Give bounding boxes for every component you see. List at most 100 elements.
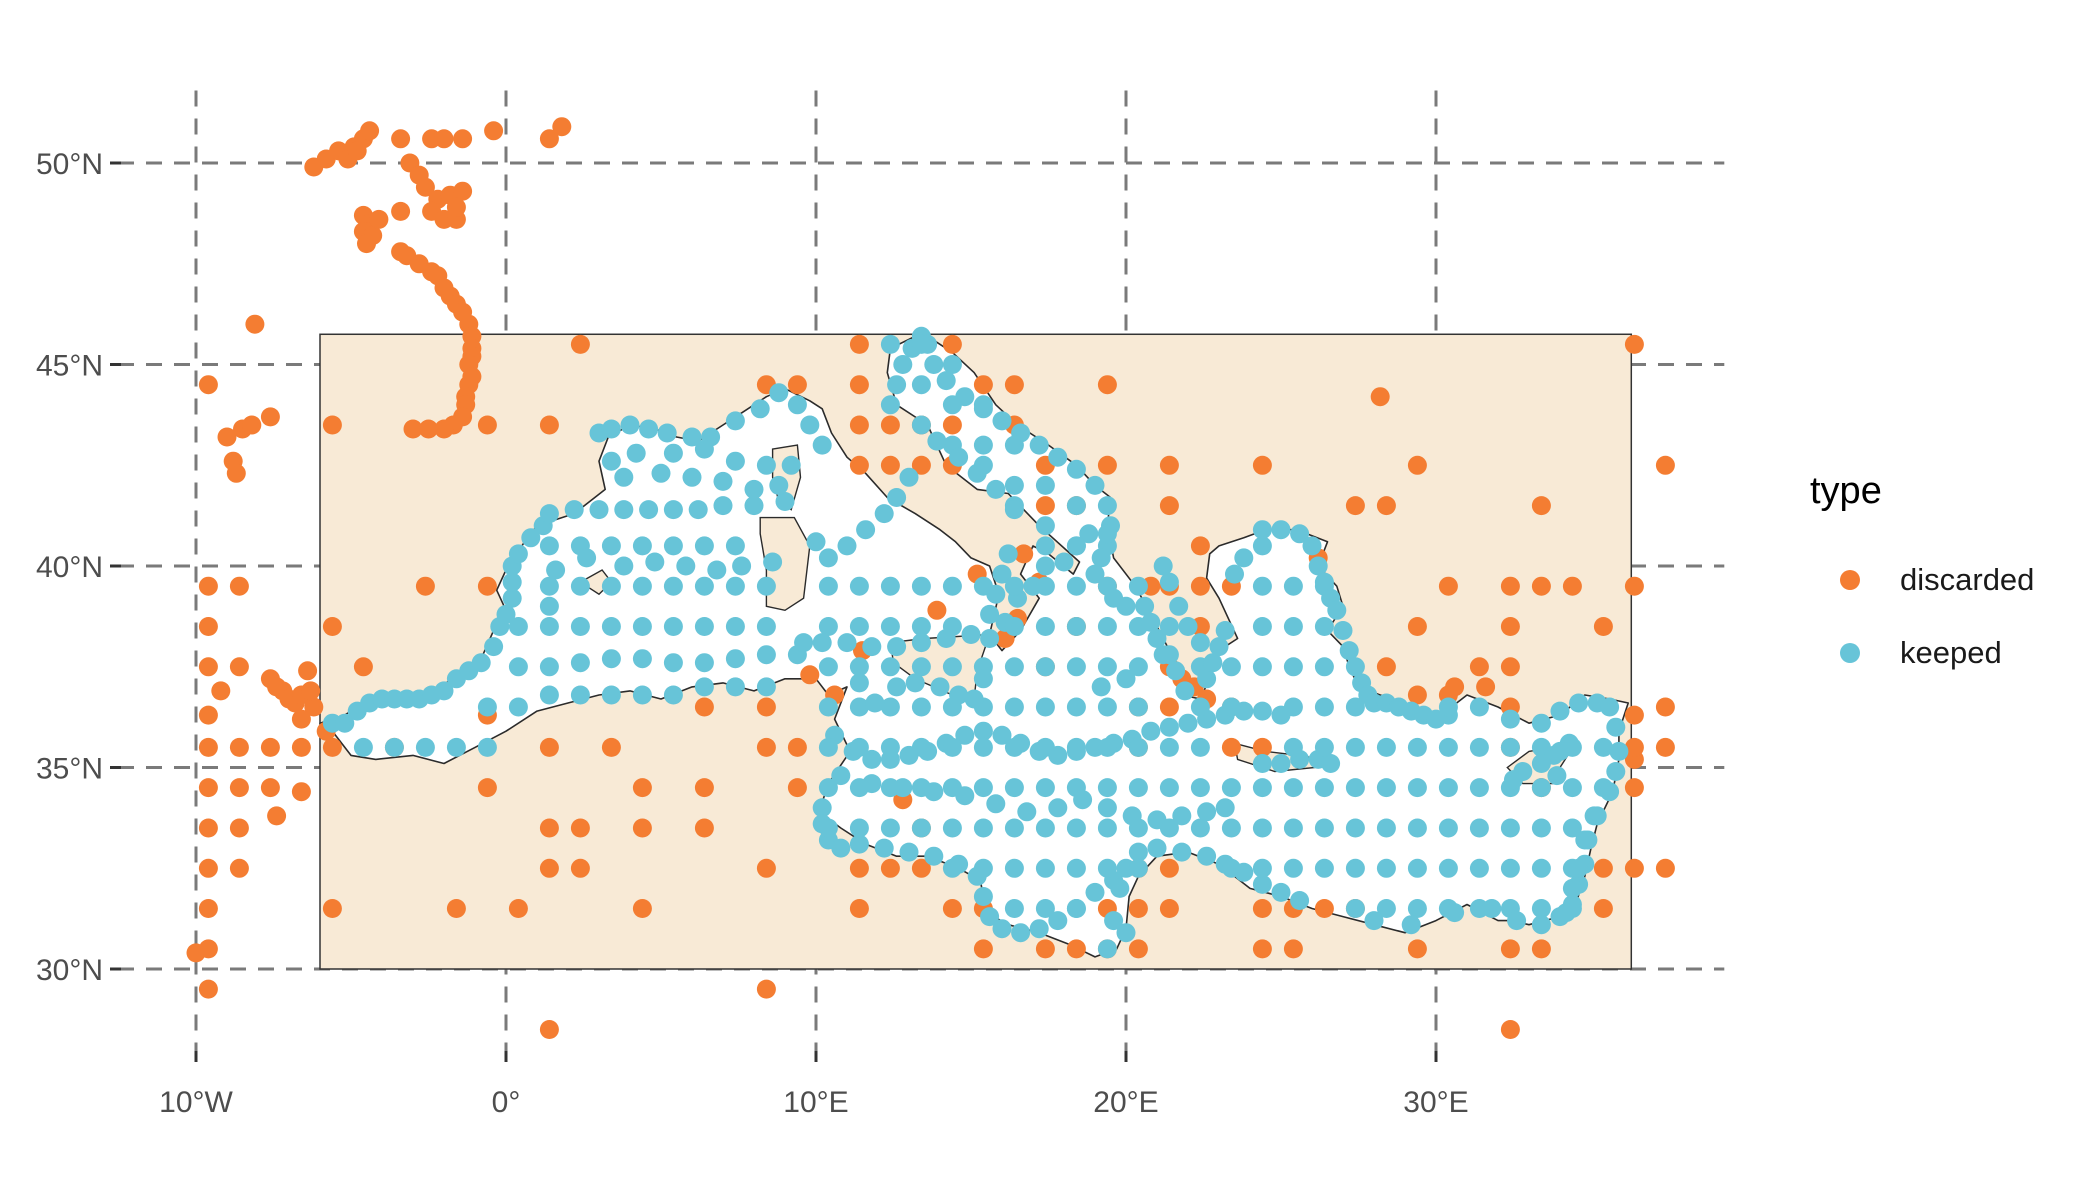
keeped-point [800,416,819,435]
keeped-point [999,544,1018,563]
discarded-point [1656,859,1675,878]
keeped-point [1439,859,1458,878]
keeped-point [1067,819,1086,838]
discarded-point [850,859,869,878]
keeped-point [1315,657,1334,676]
keeped-point [540,577,559,596]
keeped-point [1175,681,1194,700]
keeped-point [1578,831,1597,850]
discarded-point [230,859,249,878]
x-tick-label: 20°E [1093,1086,1158,1119]
keeped-point [881,395,900,414]
discarded-point [1098,375,1117,394]
discarded-point [199,778,218,797]
keeped-point [1036,899,1055,918]
keeped-point [831,766,850,785]
keeped-point [1160,738,1179,757]
keeped-point [927,432,946,451]
keeped-point [986,480,1005,499]
keeped-point [602,649,621,668]
keeped-point [807,532,826,551]
keeped-point [1166,661,1185,680]
discarded-point [211,681,230,700]
discarded-point [357,234,376,253]
discarded-point [1253,899,1272,918]
keeped-point [1191,698,1210,717]
discarded-point [974,375,993,394]
keeped-point [1253,577,1272,596]
keeped-point [1172,843,1191,862]
keeped-point [1172,806,1191,825]
keeped-point [763,553,782,572]
keeped-point [1197,847,1216,866]
discarded-point [974,939,993,958]
keeped-point [1346,899,1365,918]
keeped-point [614,557,633,576]
keeped-point [689,500,708,519]
discarded-point [850,375,869,394]
keeped-point [540,686,559,705]
discarded-point [261,778,280,797]
keeped-point [1532,778,1551,797]
keeped-point [1067,738,1086,757]
keeped-point [1048,448,1067,467]
keeped-point [726,536,745,555]
keeped-point [695,536,714,555]
keeped-point [509,657,528,676]
keeped-point [943,819,962,838]
keeped-point [1253,657,1272,676]
keeped-point [540,536,559,555]
keeped-point [974,436,993,455]
keeped-point [1036,516,1055,535]
discarded-point [227,464,246,483]
keeped-point [1365,911,1384,930]
discarded-point [199,738,218,757]
keeped-point [757,617,776,636]
keeped-point [1377,859,1396,878]
keeped-point [850,617,869,636]
discarded-point [1501,577,1520,596]
keeped-point [590,500,609,519]
keeped-point [1117,923,1136,942]
keeped-point [1005,476,1024,495]
keeped-point [1377,778,1396,797]
keeped-point [614,500,633,519]
discarded-point [1129,939,1148,958]
discarded-point [199,617,218,636]
keeped-point [1253,859,1272,878]
discarded-point [540,738,559,757]
discarded-point [416,577,435,596]
keeped-point [856,520,875,539]
keeped-point [813,633,832,652]
keeped-point [974,395,993,414]
keeped-point [819,819,838,838]
keeped-point [1290,891,1309,910]
keeped-point [1036,536,1055,555]
keeped-point [1067,536,1086,555]
discarded-point [1284,939,1303,958]
keeped-point [757,677,776,696]
discarded-point [230,819,249,838]
keeped-point [974,669,993,688]
keeped-point [943,657,962,676]
keeped-point [1160,778,1179,797]
keeped-point [1067,496,1086,515]
keeped-point [906,673,925,692]
keeped-point [1284,819,1303,838]
keeped-point [974,887,993,906]
discarded-point [1625,778,1644,797]
keeped-point [1005,617,1024,636]
discarded-point [1501,617,1520,636]
discarded-point [509,899,528,918]
discarded-point [292,738,311,757]
discarded-point [850,899,869,918]
discarded-point [199,577,218,596]
keeped-point [509,617,528,636]
discarded-point [1501,1020,1520,1039]
keeped-point [1005,500,1024,519]
keeped-point [726,617,745,636]
keeped-point [1036,476,1055,495]
keeped-point [1098,798,1117,817]
discarded-point [552,117,571,136]
keeped-point [819,657,838,676]
